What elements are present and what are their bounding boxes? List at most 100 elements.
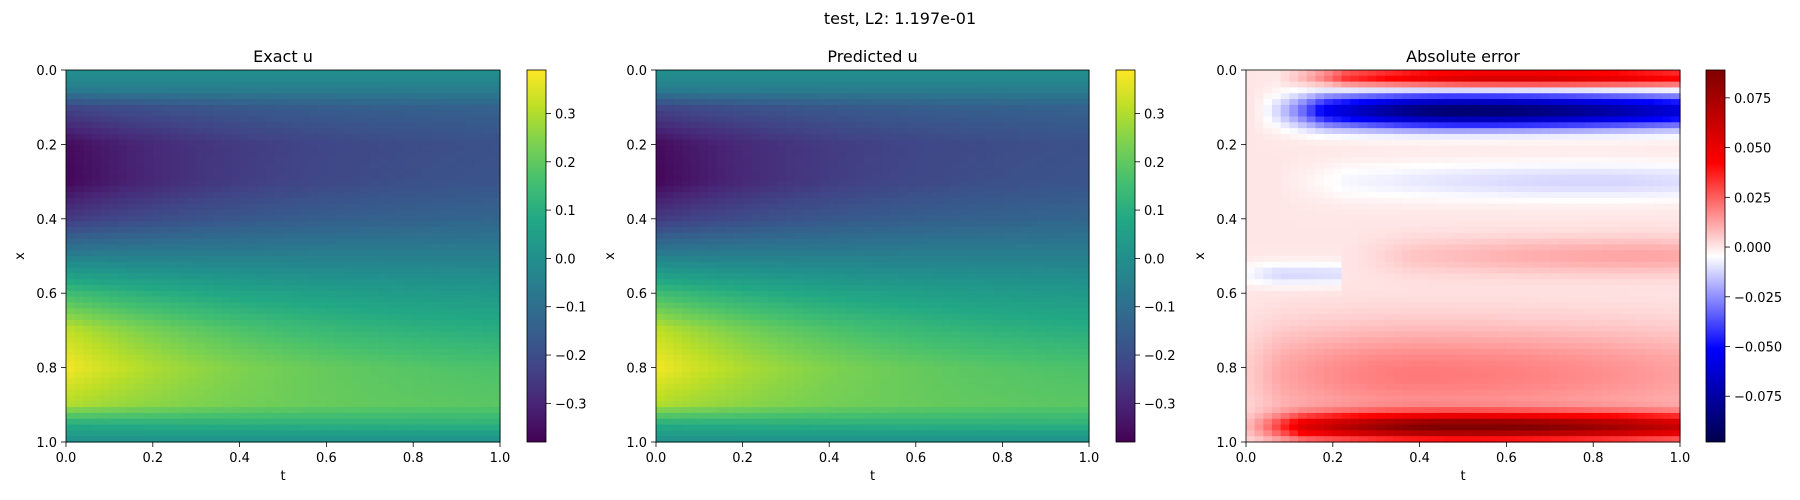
heatmap-cell	[118, 163, 128, 170]
heatmap-cell	[681, 383, 692, 391]
heatmap-cell	[447, 407, 458, 414]
heatmap-cell	[820, 122, 830, 129]
heatmap-cell	[759, 424, 770, 431]
heatmap-cell	[656, 273, 666, 280]
heatmap-cell	[759, 139, 770, 147]
heatmap-cell	[187, 174, 197, 182]
heatmap-cell	[707, 296, 718, 304]
heatmap-cell	[430, 133, 440, 141]
heatmap-cell	[759, 267, 770, 275]
heatmap-cell	[309, 110, 319, 118]
heatmap-cell	[161, 70, 171, 77]
heatmap-cell	[248, 133, 258, 141]
heatmap-cell	[170, 325, 180, 333]
heatmap-cell	[135, 383, 145, 391]
heatmap-cell	[92, 226, 102, 234]
heatmap-cell	[187, 186, 197, 193]
heatmap-cell	[118, 250, 128, 257]
heatmap-cell	[439, 139, 449, 147]
heatmap-cell	[733, 285, 744, 292]
heatmap-cell	[196, 209, 206, 216]
heatmap-cell	[144, 163, 154, 170]
heatmap-cell	[482, 389, 492, 397]
heatmap-cell	[430, 343, 440, 350]
heatmap-cell	[83, 337, 93, 344]
heatmap-cell	[239, 197, 249, 205]
heatmap-cell	[100, 221, 110, 228]
heatmap-cell	[144, 302, 154, 309]
heatmap-cell	[811, 331, 822, 338]
heatmap-cell	[239, 174, 249, 182]
heatmap-cell	[395, 215, 406, 222]
heatmap-cell	[74, 302, 84, 309]
heatmap-cell	[291, 232, 301, 240]
heatmap-cell	[855, 401, 865, 408]
heatmap-cell	[66, 168, 76, 176]
heatmap-cell	[204, 75, 215, 83]
heatmap-cell	[135, 360, 145, 368]
heatmap-cell	[378, 349, 388, 356]
heatmap-cell	[352, 279, 362, 286]
heatmap-cell	[777, 238, 787, 245]
heatmap-cell	[413, 139, 423, 147]
heatmap-cell	[326, 203, 336, 211]
heatmap-cell	[66, 221, 76, 228]
heatmap-cell	[733, 180, 744, 187]
heatmap-cell	[213, 290, 223, 298]
heatmap-cell	[707, 226, 718, 234]
heatmap-cell	[118, 232, 128, 240]
heatmap-cell	[335, 319, 345, 327]
heatmap-cell	[777, 436, 787, 443]
heatmap-cell	[777, 412, 787, 420]
heatmap-cell	[309, 436, 319, 443]
heatmap-cell	[785, 197, 796, 205]
heatmap-cell	[378, 418, 388, 426]
heatmap-cell	[144, 319, 154, 327]
heatmap-cell	[309, 302, 319, 309]
heatmap-cell	[213, 221, 223, 228]
heatmap-cell	[66, 343, 76, 350]
heatmap-cell	[118, 197, 128, 205]
heatmap-cell	[178, 168, 189, 176]
heatmap-cell	[369, 256, 380, 263]
heatmap-cell	[213, 378, 223, 385]
heatmap-cell	[230, 192, 241, 199]
heatmap-cell	[230, 133, 241, 141]
heatmap-cell	[803, 349, 813, 356]
heatmap-cell	[222, 360, 232, 368]
heatmap-cell	[352, 261, 362, 269]
heatmap-cell	[248, 331, 258, 338]
heatmap-cell	[109, 337, 119, 344]
heatmap-cell	[881, 337, 891, 344]
heatmap-cell	[863, 192, 874, 199]
heatmap-cell	[785, 157, 796, 164]
heatmap-cell	[656, 372, 666, 379]
heatmap-cell	[465, 366, 475, 373]
heatmap-cell	[707, 337, 718, 344]
heatmap-cell	[404, 104, 414, 112]
heatmap-cell	[456, 314, 466, 321]
heatmap-cell	[716, 372, 726, 379]
heatmap-cell	[491, 133, 501, 141]
heatmap-cell	[92, 75, 102, 83]
heatmap-cell	[83, 238, 93, 245]
heatmap-cell	[352, 354, 362, 362]
heatmap-cell	[222, 290, 232, 298]
heatmap-cell	[768, 104, 778, 112]
heatmap-cell	[413, 256, 423, 263]
heatmap-cell	[230, 180, 241, 187]
heatmap-cell	[118, 273, 128, 280]
heatmap-cell	[656, 395, 666, 402]
heatmap-cell	[707, 354, 718, 362]
heatmap-cell	[716, 337, 726, 344]
heatmap-cell	[317, 261, 327, 269]
y-axis-label: x	[13, 252, 28, 260]
heatmap-cell	[144, 430, 154, 437]
heatmap-cell	[248, 238, 258, 245]
heatmap-cell	[343, 395, 354, 402]
heatmap-cell	[170, 209, 180, 216]
heatmap-cell	[92, 314, 102, 321]
heatmap-cell	[811, 128, 822, 135]
heatmap-cell	[699, 157, 709, 164]
heatmap-cell	[317, 337, 327, 344]
